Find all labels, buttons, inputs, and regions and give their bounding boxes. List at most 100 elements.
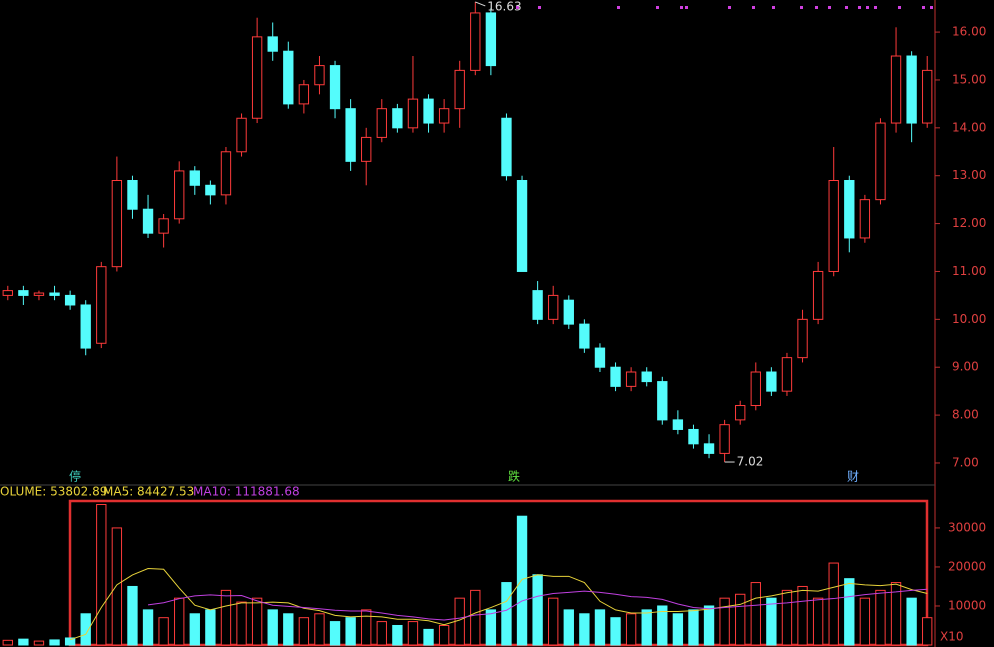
volume-bar bbox=[906, 597, 917, 646]
volume-bar bbox=[735, 593, 746, 646]
volume-bar bbox=[267, 609, 278, 646]
candle-body bbox=[438, 108, 450, 124]
y-tick-label: 10.00 bbox=[952, 312, 986, 326]
candle-body bbox=[828, 179, 839, 272]
volume-bar bbox=[454, 597, 465, 646]
candle-body bbox=[672, 419, 684, 430]
volume-bar bbox=[345, 617, 356, 646]
candle-body bbox=[890, 55, 902, 124]
volume-bar bbox=[470, 589, 481, 646]
candle-body bbox=[376, 108, 387, 138]
y-tick-label: 12.00 bbox=[952, 216, 986, 230]
y-tick-label: 16.00 bbox=[952, 25, 986, 39]
candle-body bbox=[407, 98, 419, 129]
candle-body bbox=[205, 184, 216, 196]
candle-body bbox=[657, 381, 668, 421]
candle-body bbox=[797, 318, 808, 359]
volume-bar bbox=[625, 613, 637, 646]
candle-body bbox=[485, 12, 497, 67]
candle-body bbox=[64, 294, 76, 306]
volume-bar bbox=[828, 562, 839, 646]
high-arrow bbox=[475, 1, 486, 7]
volume-bar bbox=[283, 613, 294, 646]
volume-bar bbox=[33, 640, 45, 646]
volume-bar bbox=[875, 589, 886, 646]
candle-body bbox=[859, 199, 871, 239]
candle-body bbox=[563, 299, 574, 325]
volume-bar bbox=[361, 609, 372, 646]
volume-bar bbox=[2, 639, 13, 646]
volume-unit: X10 bbox=[940, 630, 964, 644]
candle-body bbox=[501, 117, 512, 177]
candle-body bbox=[516, 179, 528, 272]
volume-bar bbox=[563, 609, 574, 646]
y-tick-label: 14.00 bbox=[952, 120, 986, 134]
candle-body bbox=[236, 117, 247, 153]
volume-bar bbox=[111, 527, 123, 646]
volume-bar bbox=[719, 597, 730, 646]
volume-bar bbox=[501, 582, 512, 646]
volume-bar bbox=[516, 515, 528, 646]
candle-body bbox=[127, 179, 138, 210]
candle-body bbox=[594, 347, 606, 368]
candle-body bbox=[392, 108, 403, 129]
candle-body bbox=[812, 270, 824, 320]
y-tick-label: 7.00 bbox=[952, 455, 979, 469]
candle-body bbox=[735, 405, 746, 421]
candle-body bbox=[610, 366, 621, 387]
candle-body bbox=[532, 290, 543, 320]
candle-body bbox=[781, 357, 793, 392]
event-marker: 跌 bbox=[508, 469, 520, 484]
volume-bar bbox=[532, 574, 543, 646]
volume-bar bbox=[688, 609, 699, 646]
volume-bar bbox=[407, 621, 419, 646]
volume-bar bbox=[922, 617, 933, 646]
ma10-line bbox=[147, 588, 928, 621]
volume-bar bbox=[142, 609, 154, 646]
candle-body bbox=[267, 36, 278, 52]
candle-body bbox=[111, 179, 123, 268]
y-tick-label: 13.00 bbox=[952, 168, 986, 182]
volume-bar bbox=[579, 613, 590, 646]
candle-body bbox=[80, 304, 91, 349]
candle-body bbox=[423, 98, 434, 124]
volume-bar bbox=[329, 621, 341, 646]
candle-body bbox=[283, 50, 294, 105]
y-tick-label: 9.00 bbox=[952, 360, 979, 374]
y-tick-label: 8.00 bbox=[952, 408, 979, 422]
candle-body bbox=[454, 69, 465, 110]
candle-body bbox=[33, 292, 45, 296]
high-label: 16.63 bbox=[487, 0, 521, 13]
y-tick-label: 10000 bbox=[948, 598, 986, 612]
candle-body bbox=[189, 170, 200, 186]
candle-body bbox=[719, 424, 730, 454]
y-tick-label: 20000 bbox=[948, 559, 986, 573]
candle-body bbox=[18, 290, 29, 296]
candle-body bbox=[844, 179, 855, 239]
volume-bar bbox=[80, 613, 91, 646]
volume-bar bbox=[298, 617, 310, 646]
volume-bar bbox=[174, 597, 185, 646]
volume-bar bbox=[610, 617, 621, 646]
legend-volume: VOLUME: 53802.89 bbox=[0, 485, 107, 499]
candle-body bbox=[548, 294, 559, 320]
candle-body bbox=[220, 151, 232, 196]
event-marker: 财 bbox=[847, 470, 859, 484]
candle-body bbox=[922, 69, 933, 124]
highlight-frame bbox=[68, 499, 929, 647]
candle-body bbox=[142, 208, 154, 234]
candle-body bbox=[688, 428, 699, 445]
candle-body bbox=[251, 36, 263, 119]
volume-bar bbox=[189, 613, 200, 646]
candle-body bbox=[158, 218, 169, 234]
candle-body bbox=[703, 443, 715, 454]
candle-body bbox=[470, 12, 481, 71]
y-tick-label: 11.00 bbox=[952, 264, 986, 278]
candle-body bbox=[2, 290, 13, 296]
volume-bar bbox=[64, 637, 76, 646]
volume-bar bbox=[18, 638, 29, 646]
candle-body bbox=[314, 65, 325, 86]
volume-bar bbox=[220, 589, 232, 646]
volume-bar bbox=[236, 601, 247, 646]
